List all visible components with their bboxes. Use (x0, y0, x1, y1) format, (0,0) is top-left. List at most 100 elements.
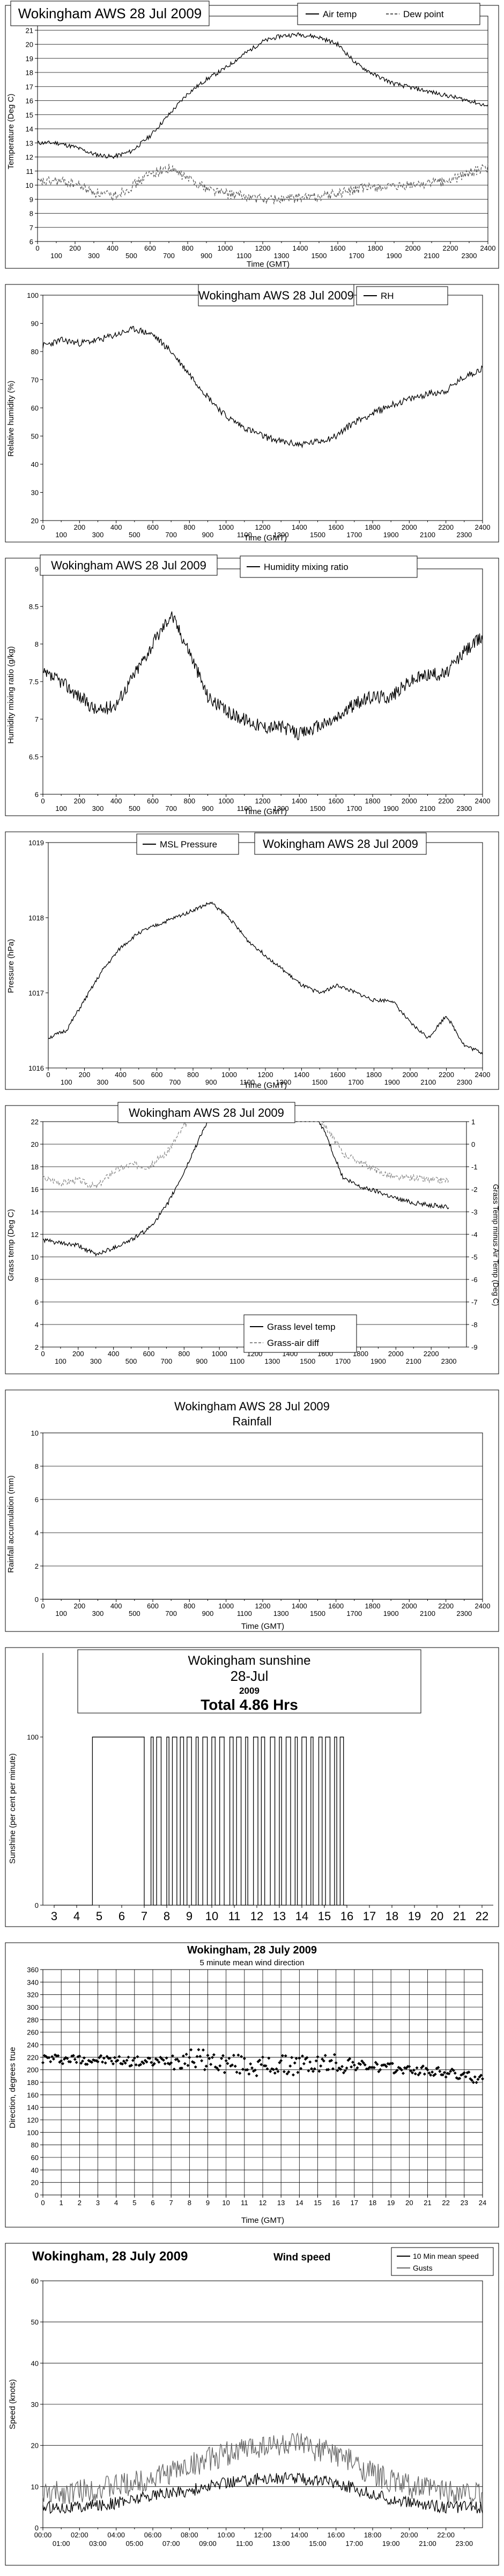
x-axis-label: Time (GMT) (247, 260, 290, 269)
direction-point (82, 2056, 86, 2060)
x-tick-label: 1900 (383, 804, 399, 813)
direction-point (258, 2058, 262, 2062)
wind-speed-plot-area: 0 10 20 30 40 50 60 00:00 02:00 04:00 06:00 08:00 10… (31, 2277, 483, 2548)
x-tick-label: 500 (125, 252, 137, 260)
direction-point (316, 2055, 320, 2059)
direction-point (169, 2061, 173, 2065)
direction-point (330, 2059, 333, 2062)
x-tick-label: 21:00 (419, 2540, 436, 2548)
direction-point (111, 2062, 115, 2066)
direction-point (125, 2059, 129, 2062)
direction-point (322, 2059, 325, 2063)
x-tick-label: 10:00 (217, 2531, 235, 2539)
x-tick-label: 2300 (456, 531, 472, 539)
direction-point (76, 2055, 80, 2059)
direction-point (276, 2069, 280, 2073)
direction-point (189, 2048, 193, 2052)
x-tick-label: 1800 (365, 523, 381, 531)
y-tick-label: 280 (27, 2016, 39, 2024)
direction-point (394, 2070, 397, 2074)
direction-point (78, 2054, 81, 2058)
x-tick-label: 700 (163, 252, 175, 260)
direction-point (458, 2076, 462, 2080)
direction-point (49, 2060, 53, 2063)
chart-title: Wokingham AWS 28 Jul 2009 (51, 559, 206, 572)
direction-point (108, 2057, 112, 2060)
direction-point (417, 2073, 420, 2077)
direction-point (351, 2060, 354, 2064)
y-tick-label: 1016 (28, 1064, 44, 1072)
y-tick-label: 6 (29, 238, 33, 246)
x-tick-label: 300 (97, 1078, 108, 1086)
x-tick-label: 600 (144, 244, 156, 252)
direction-point (142, 2061, 145, 2065)
x-tick-label: 2200 (439, 1071, 454, 1079)
x-tick-label: 01:00 (53, 2540, 70, 2548)
y2-axis-label: Grass Temp minus Air Temp (Deg C) (492, 1184, 500, 1306)
chart-title: Wokingham AWS 28 Jul 2009 (263, 837, 418, 851)
x-tick-label: 900 (205, 1078, 217, 1086)
x-tick-label: 1900 (370, 1357, 386, 1365)
direction-point (123, 2061, 127, 2065)
x-tick-label: 4 (73, 1909, 80, 1923)
x-axis-label: Time (GMT) (241, 2216, 284, 2225)
chart-title-box (40, 554, 218, 576)
legend-label-grass-level-temp: Grass level temp (267, 1322, 336, 1332)
direction-point (435, 2067, 439, 2070)
direction-point (285, 2072, 289, 2076)
direction-point (423, 2072, 426, 2076)
x-tick-label: 500 (125, 1357, 137, 1365)
y-tick-label: 50 (31, 2318, 39, 2326)
x-tick-label: 2400 (475, 797, 491, 805)
x-tick-label: 1000 (221, 1071, 237, 1079)
y2-tick-label: -4 (471, 1231, 478, 1239)
y-tick-label: 320 (27, 1991, 39, 1999)
x-tick-label: 1300 (276, 1078, 291, 1086)
direction-point (429, 2073, 433, 2077)
direction-point (481, 2077, 484, 2081)
direction-point (354, 2068, 358, 2072)
y-tick-label: 12 (31, 1231, 39, 1239)
legend (391, 2247, 494, 2276)
y-tick-label: 40 (31, 460, 39, 469)
x-tick-label: 07:00 (162, 2540, 180, 2548)
y-tick-label: 8 (35, 640, 39, 648)
direction-point (197, 2048, 201, 2052)
y-tick-label: 6.5 (29, 753, 39, 761)
y-tick-label: 7 (35, 715, 39, 723)
series-line-dew-point (37, 163, 488, 204)
x-tick-label: 1800 (365, 1602, 381, 1610)
x-tick-label: 1900 (384, 1078, 400, 1086)
y-axis-label: Direction, degrees true (8, 2047, 17, 2128)
direction-point (218, 2064, 222, 2068)
direction-point (302, 2062, 306, 2066)
direction-point (233, 2065, 237, 2068)
chart-title: Wokingham AWS 28 Jul 2009 (129, 1106, 284, 1119)
y-tick-label: 16 (26, 97, 33, 105)
x-tick-label: 0 (35, 244, 39, 252)
x-tick-label: 1000 (218, 797, 234, 805)
x-tick-label: 1500 (310, 531, 325, 539)
direction-point (181, 2054, 185, 2058)
x-tick-label: 300 (92, 531, 104, 539)
x-tick-label: 7 (141, 1909, 147, 1923)
direction-point (255, 2074, 258, 2077)
direction-point (139, 2062, 143, 2066)
y-tick-label: 60 (31, 2154, 39, 2162)
sunshine-plot-area: 0 100 3 4 5 6 7 8 9 10 11 12 13 14 15 16 17 18 19 20 21 22 (27, 1653, 493, 1923)
direction-point (301, 2054, 305, 2058)
direction-point (51, 2057, 55, 2061)
x-tick-label: 2400 (480, 244, 496, 252)
x-tick-label: 1200 (255, 1602, 271, 1610)
y-tick-label: 7.5 (29, 678, 39, 686)
direction-point (244, 2068, 248, 2072)
y-tick-label: 13 (26, 139, 33, 147)
direction-point (334, 2061, 338, 2065)
direction-point (308, 2060, 312, 2064)
direction-point (152, 2062, 156, 2066)
y-tick-label: 30 (31, 489, 39, 497)
x-tick-label: 1 (60, 2199, 63, 2207)
x-tick-label: 2200 (438, 797, 454, 805)
x-tick-label: 900 (196, 1357, 207, 1365)
direction-point (241, 2067, 244, 2071)
